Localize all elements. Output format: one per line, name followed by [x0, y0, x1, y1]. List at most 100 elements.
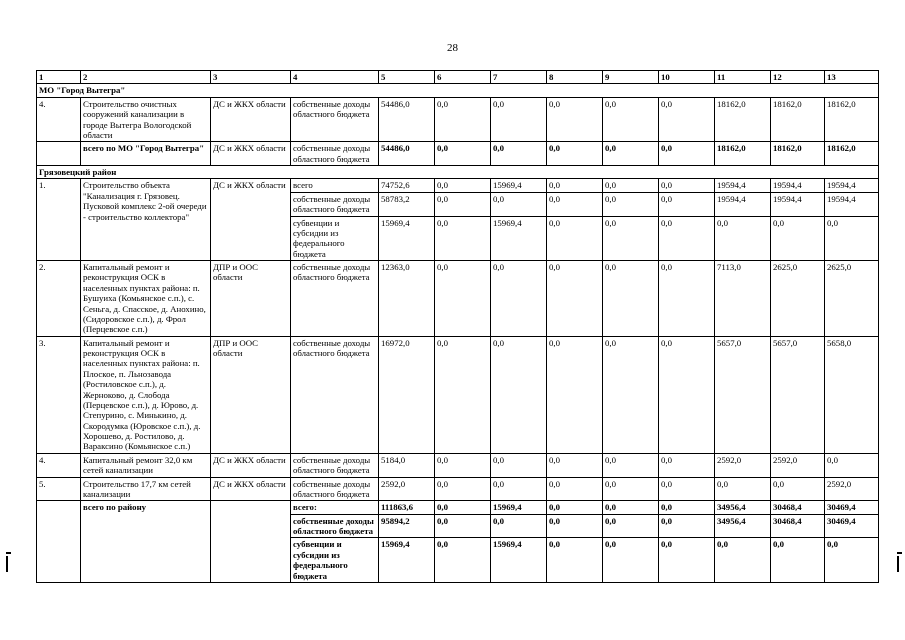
table-cell [36, 141, 81, 166]
table-cell: 0,0 [546, 178, 603, 193]
table-cell: 0,0 [490, 191, 547, 217]
table-cell: 19594,4 [714, 178, 771, 193]
table-cell: всего: [290, 500, 379, 515]
table-row: 4. Капитальный ремонт 32,0 км сетей канал… [36, 452, 879, 478]
table-cell: 0,0 [658, 335, 715, 454]
page-number: 28 [447, 42, 458, 54]
table-cell: 15969,4 [378, 215, 435, 261]
column-header: 12 [770, 69, 825, 85]
table-cell: 18162,0 [770, 141, 825, 166]
scan-mark-right [897, 552, 902, 572]
table-cell: 3. [36, 335, 81, 454]
table-cell: 0,0 [658, 178, 715, 193]
table-cell: 15969,4 [378, 537, 435, 583]
table-cell: 2592,0 [824, 476, 879, 502]
table-cell: 54486,0 [378, 141, 435, 166]
table-cell: 34956,4 [714, 500, 771, 515]
table-cell: Строительство 17,7 км сетей канализации [80, 476, 211, 502]
table-cell: 0,0 [602, 178, 659, 193]
table-row: субвенции и субсидии из федерального бюд… [37, 537, 879, 583]
column-header: 4 [290, 69, 379, 85]
table-row: 3. Капитальный ремонт и реконструкция ОСК… [36, 335, 879, 454]
table-cell: всего по МО "Город Вытегра" [80, 141, 211, 166]
table-cell: собственные доходы областного бюджета [290, 96, 379, 143]
table-cell: 15969,4 [490, 537, 547, 583]
column-header: 3 [210, 69, 291, 85]
column-header: 8 [546, 69, 603, 85]
table-cell: 5657,0 [770, 335, 825, 454]
table-cell: ДПР и ООС области [210, 260, 291, 337]
table-cell: 0,0 [546, 141, 603, 166]
table-cell: 0,0 [602, 215, 659, 261]
column-header: 2 [80, 69, 211, 85]
column-header: 6 [434, 69, 491, 85]
table-row: МО "Город Вытегра" [36, 83, 879, 98]
table-cell: 0,0 [434, 141, 491, 166]
table-cell: Капитальный ремонт и реконструкция ОСК в… [80, 260, 211, 337]
table-cell: 2592,0 [714, 452, 771, 478]
table-cell: 0,0 [434, 513, 491, 539]
table-cell: 30469,4 [824, 513, 879, 539]
table-cell: 0,0 [824, 215, 879, 261]
table-cell: 0,0 [546, 335, 603, 454]
report-table: 1 2 3 4 5 6 7 8 9 10 11 12 13 МО "Город Вытегра" 4. Ст… [36, 69, 879, 583]
column-header: 7 [490, 69, 547, 85]
table-cell: 74752,6 [378, 178, 435, 193]
table-cell: 0,0 [602, 537, 659, 583]
table-cell: собственные доходы областного бюджета [290, 191, 379, 217]
table-cell: 0,0 [602, 141, 659, 166]
table-cell: 0,0 [658, 141, 715, 166]
table-cell: 2. [36, 260, 81, 337]
table-cell: 0,0 [434, 500, 491, 515]
table-row: 4. Строительство очистных сооружений кана… [36, 96, 879, 143]
table-cell: 15969,4 [490, 178, 547, 193]
table-header-row: 1 2 3 4 5 6 7 8 9 10 11 12 13 [36, 69, 879, 85]
table-cell: 0,0 [546, 260, 603, 337]
table-cell: 0,0 [434, 537, 491, 583]
table-cell: 15969,4 [490, 500, 547, 515]
table-cell: 15969,4 [490, 215, 547, 261]
table-cell: 19594,4 [770, 178, 825, 193]
table-cell: 0,0 [602, 260, 659, 337]
table-cell: Строительство объекта "Канализация г. Гр… [80, 178, 211, 261]
table-cell: собственные доходы областного бюджета [290, 141, 379, 166]
table-cell: 0,0 [434, 335, 491, 454]
table-cell: 0,0 [658, 260, 715, 337]
table-cell: собственные доходы областного бюджета [290, 452, 379, 478]
table-cell: ДПР и ООС области [210, 335, 291, 454]
table-cell: 5658,0 [824, 335, 879, 454]
table-cell: 5657,0 [714, 335, 771, 454]
table-cell: 5184,0 [378, 452, 435, 478]
table-cell: 18162,0 [714, 96, 771, 143]
table-cell: 0,0 [770, 476, 825, 502]
table-cell: Капитальный ремонт 32,0 км сетей канализ… [80, 452, 211, 478]
table-cell: 0,0 [434, 215, 491, 261]
report-table-body: 1 2 3 4 5 6 7 8 9 10 11 12 13 МО "Город Вытегра" 4. Ст… [36, 69, 879, 583]
table-cell: всего [290, 178, 379, 193]
table-cell: ДС и ЖКХ области [210, 96, 291, 143]
table-cell: ДС и ЖКХ области [210, 452, 291, 478]
table-cell: 0,0 [434, 260, 491, 337]
table-cell: 0,0 [490, 452, 547, 478]
table-cell: 0,0 [658, 537, 715, 583]
table-cell: 19594,4 [770, 191, 825, 217]
table-cell: 0,0 [714, 215, 771, 261]
table-row: всего по району всего: 111863,6 0,0 15969,4 0… [36, 500, 879, 583]
table-cell: собственные доходы областного бюджета [290, 476, 379, 502]
table-cell: 18162,0 [714, 141, 771, 166]
table-cell: 0,0 [546, 96, 603, 143]
table-cell: 34956,4 [714, 513, 771, 539]
table-cell: 0,0 [658, 191, 715, 217]
table-cell: 0,0 [490, 476, 547, 502]
table-cell: 0,0 [602, 191, 659, 217]
table-cell: 2625,0 [770, 260, 825, 337]
table-cell: всего по району [80, 500, 211, 583]
table-cell: 19594,4 [824, 178, 879, 193]
table-cell: 19594,4 [824, 191, 879, 217]
table-cell: 30468,4 [770, 513, 825, 539]
table-cell: субвенции и субсидии из федерального бюд… [290, 215, 379, 261]
table-cell: 0,0 [546, 215, 603, 261]
scan-mark-left [6, 552, 11, 572]
table-row: 1. Строительство объекта "Канализация г. … [36, 178, 879, 261]
